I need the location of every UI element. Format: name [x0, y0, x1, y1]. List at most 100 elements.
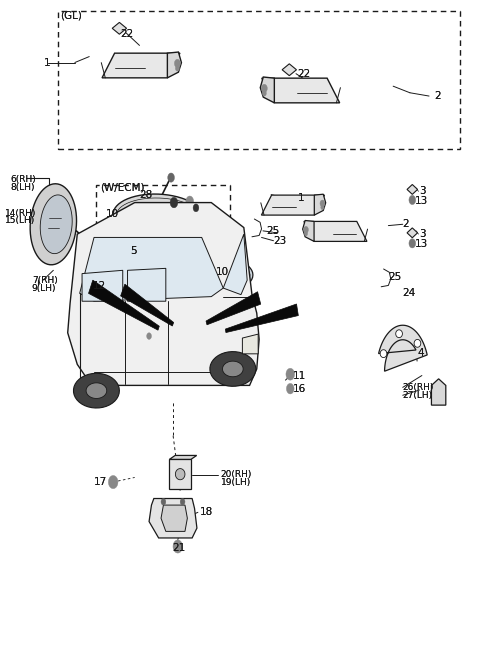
Polygon shape: [80, 237, 223, 301]
Polygon shape: [186, 196, 193, 206]
Text: 3: 3: [420, 186, 426, 196]
Polygon shape: [321, 205, 324, 210]
Text: 18: 18: [199, 507, 213, 517]
Text: 18: 18: [199, 507, 213, 517]
Polygon shape: [303, 226, 308, 233]
Text: (GL): (GL): [60, 10, 83, 20]
Polygon shape: [112, 22, 127, 34]
Polygon shape: [184, 257, 253, 293]
Polygon shape: [82, 270, 123, 301]
Text: 2: 2: [403, 219, 409, 229]
Text: 10: 10: [216, 267, 229, 277]
Text: 13: 13: [415, 196, 428, 206]
Polygon shape: [88, 280, 159, 330]
Polygon shape: [304, 221, 367, 241]
Polygon shape: [131, 248, 137, 257]
Polygon shape: [174, 59, 180, 68]
Polygon shape: [120, 284, 174, 326]
Text: 15(LH): 15(LH): [4, 217, 35, 225]
Polygon shape: [432, 379, 446, 405]
Text: 3: 3: [420, 186, 426, 196]
Text: 28: 28: [140, 190, 153, 200]
Polygon shape: [169, 459, 191, 489]
Polygon shape: [161, 505, 187, 531]
Polygon shape: [173, 540, 182, 553]
Text: 11: 11: [293, 370, 306, 380]
Text: 25: 25: [388, 272, 402, 282]
Text: 5: 5: [130, 246, 136, 256]
Polygon shape: [110, 264, 129, 320]
Text: 23: 23: [274, 236, 287, 246]
Polygon shape: [102, 53, 180, 78]
Polygon shape: [380, 350, 387, 358]
Text: 25: 25: [266, 226, 279, 236]
Polygon shape: [149, 498, 197, 538]
Text: 22: 22: [120, 28, 133, 39]
Polygon shape: [303, 221, 314, 241]
Text: 9(LH): 9(LH): [32, 283, 56, 293]
Text: 6(RH): 6(RH): [10, 175, 36, 184]
Text: 8(LH): 8(LH): [10, 183, 35, 192]
Text: 13: 13: [415, 239, 428, 249]
Text: 16: 16: [293, 384, 306, 393]
Polygon shape: [169, 455, 197, 459]
Polygon shape: [180, 498, 185, 505]
Polygon shape: [168, 52, 181, 78]
Polygon shape: [105, 281, 112, 291]
Text: (GL): (GL): [60, 10, 83, 20]
Polygon shape: [407, 228, 418, 238]
Polygon shape: [286, 368, 295, 380]
Polygon shape: [193, 204, 199, 212]
Text: 10: 10: [106, 209, 119, 219]
Text: 14(RH): 14(RH): [4, 209, 36, 217]
Text: 4: 4: [417, 347, 424, 358]
Text: 27(LH): 27(LH): [403, 391, 433, 400]
Polygon shape: [175, 469, 185, 480]
Polygon shape: [223, 234, 247, 295]
Text: 5: 5: [130, 246, 136, 256]
Text: 28: 28: [140, 190, 153, 200]
Polygon shape: [320, 200, 325, 207]
Polygon shape: [210, 352, 256, 386]
Text: 22: 22: [120, 28, 133, 39]
Polygon shape: [261, 84, 267, 92]
Polygon shape: [226, 304, 299, 333]
Polygon shape: [262, 195, 324, 215]
Text: 2: 2: [403, 219, 409, 229]
Polygon shape: [168, 173, 174, 182]
Polygon shape: [262, 90, 266, 96]
Text: 13: 13: [415, 239, 428, 249]
Polygon shape: [223, 361, 243, 377]
Text: 27(LH): 27(LH): [403, 391, 433, 400]
Text: 26(RH): 26(RH): [403, 383, 434, 392]
Polygon shape: [224, 241, 229, 248]
Text: 7(RH): 7(RH): [32, 275, 58, 285]
Text: 3: 3: [420, 229, 426, 239]
Polygon shape: [87, 239, 94, 248]
Polygon shape: [314, 194, 326, 215]
Text: 22: 22: [298, 69, 311, 79]
Text: 15(LH): 15(LH): [4, 217, 35, 225]
Text: 4: 4: [417, 347, 424, 358]
Polygon shape: [175, 66, 180, 71]
Polygon shape: [260, 77, 275, 103]
Text: 19(LH): 19(LH): [221, 478, 251, 486]
Polygon shape: [287, 384, 294, 394]
Text: 14(RH): 14(RH): [4, 209, 36, 217]
Polygon shape: [30, 184, 76, 265]
Text: 20(RH): 20(RH): [221, 470, 252, 478]
Text: 12: 12: [93, 281, 106, 291]
Text: 25: 25: [388, 272, 402, 282]
Polygon shape: [409, 195, 416, 204]
Text: 3: 3: [420, 229, 426, 239]
Polygon shape: [108, 476, 118, 488]
Polygon shape: [147, 333, 152, 339]
Polygon shape: [414, 339, 421, 347]
Text: 10: 10: [216, 267, 229, 277]
Polygon shape: [206, 292, 261, 325]
Polygon shape: [379, 326, 427, 371]
Text: 1: 1: [44, 57, 50, 67]
Text: 23: 23: [274, 236, 287, 246]
Text: 11: 11: [293, 370, 306, 380]
Polygon shape: [161, 498, 166, 505]
